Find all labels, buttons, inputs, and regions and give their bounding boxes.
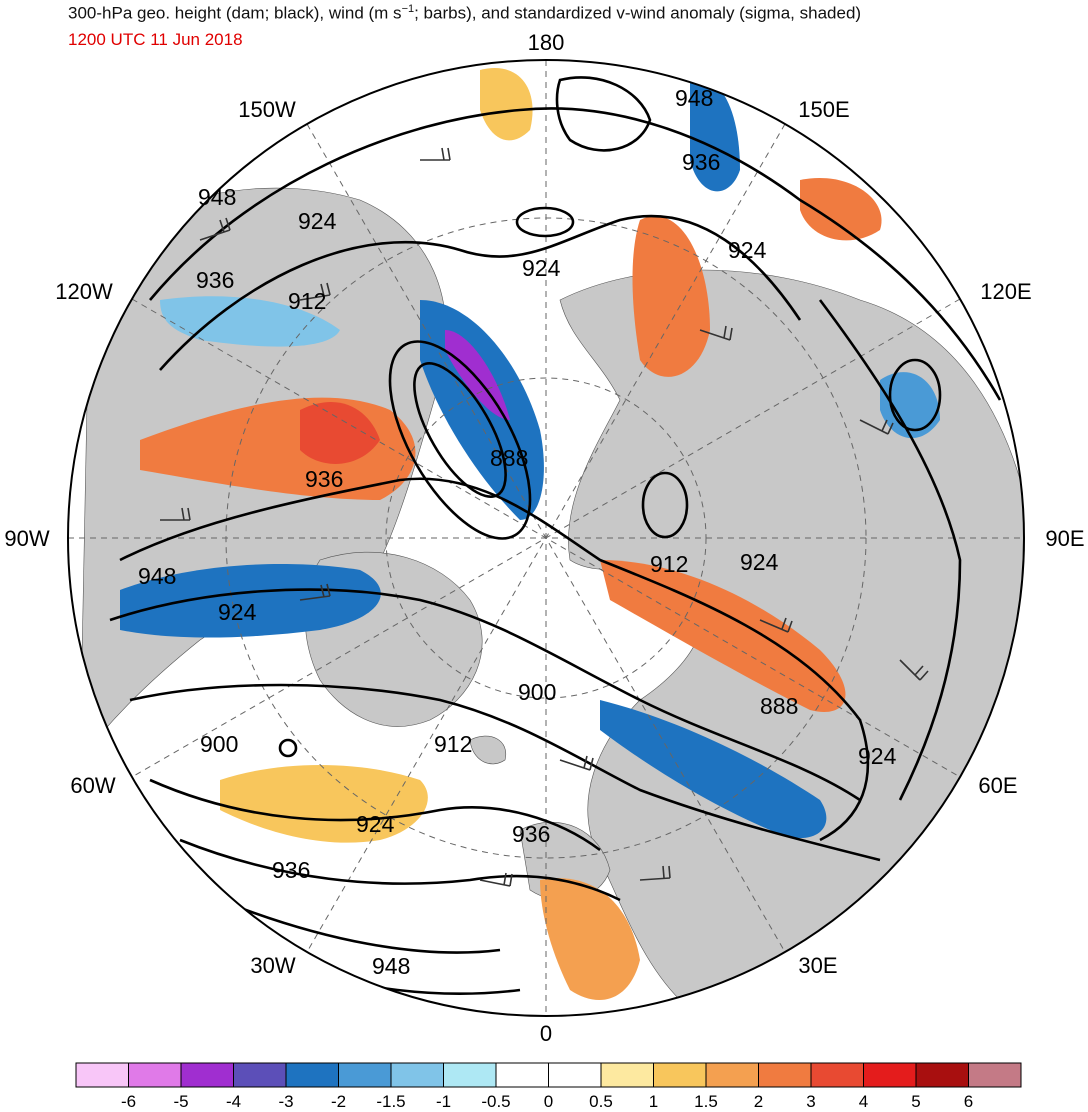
- height-contours: [109, 76, 1002, 996]
- map-disk: [68, 60, 1024, 1016]
- lon-label-60w: 60W: [70, 773, 115, 798]
- colorbar-tick-label: 6: [964, 1092, 973, 1111]
- colorbar-swatch: [285, 1062, 339, 1088]
- lon-label-90w: 90W: [4, 526, 49, 551]
- contour-label: 924: [522, 255, 561, 281]
- contour-label: 936: [196, 267, 234, 293]
- colorbar-tick-label: 4: [859, 1092, 868, 1111]
- colorbar-tick-label: -0.5: [481, 1092, 510, 1111]
- lon-label-30e: 30E: [798, 953, 837, 978]
- colorbar-tick-label: 0.5: [589, 1092, 613, 1111]
- colorbar-tick-label: 3: [806, 1092, 815, 1111]
- colorbar-tick-label: 1.5: [694, 1092, 718, 1111]
- colorbar-tick-label: -1.5: [376, 1092, 405, 1111]
- colorbar-swatch: [75, 1062, 129, 1088]
- colorbar: -6 -5 -4 -3 -2 -1.5 -1 -0.5 0 0.5 1 1.5 2 3 4 5 6: [75, 1062, 1022, 1111]
- contour-label: 924: [858, 743, 897, 769]
- lon-label-90e: 90E: [1045, 526, 1084, 551]
- contour-label: 924: [218, 599, 257, 625]
- colorbar-swatch: [180, 1062, 234, 1088]
- colorbar-swatch: [810, 1062, 864, 1088]
- contour-label: 924: [356, 811, 395, 837]
- lon-label-120w: 120W: [55, 279, 113, 304]
- colorbar-tick-label: -1: [436, 1092, 451, 1111]
- longitude-labels: 180 150E 120E 90E 60E 30E 0 30W 60W 90W …: [4, 30, 1084, 1046]
- anomaly-shading: [120, 68, 940, 1000]
- contour-label: 948: [138, 563, 176, 589]
- contour-label: 912: [650, 551, 688, 577]
- contour-label: 948: [198, 184, 236, 210]
- contour-label: 900: [200, 731, 238, 757]
- lon-label-150w: 150W: [238, 97, 296, 122]
- chart-title: 300-hPa geo. height (dam; black), wind (…: [68, 3, 862, 23]
- lon-label-30w: 30W: [250, 953, 295, 978]
- contour-label: 912: [288, 288, 326, 314]
- colorbar-swatch: [233, 1062, 287, 1088]
- colorbar-swatch: [705, 1062, 759, 1088]
- colorbar-swatch: [968, 1062, 1022, 1088]
- colorbar-tick-label: 0: [544, 1092, 553, 1111]
- map-boundary: [67, 59, 1025, 1017]
- contour-label: 936: [682, 149, 720, 175]
- contour-label: 924: [740, 549, 779, 575]
- contour-label: 948: [372, 953, 410, 979]
- contour-label: 888: [490, 445, 528, 471]
- colorbar-tick-label: -3: [278, 1092, 293, 1111]
- lon-label-150e: 150E: [798, 97, 849, 122]
- contour-label: 912: [434, 731, 472, 757]
- lon-label-60e: 60E: [978, 773, 1017, 798]
- contour-labels: 948 936 924 948 924 936 912 924 888 936 …: [138, 85, 897, 979]
- colorbar-tick-label: -5: [173, 1092, 188, 1111]
- colorbar-swatch: [915, 1062, 969, 1088]
- colorbar-tick-label: -6: [121, 1092, 136, 1111]
- colorbar-tick-label: -2: [331, 1092, 346, 1111]
- colorbar-tick-label: 1: [649, 1092, 658, 1111]
- contour-label: 936: [305, 466, 343, 492]
- lon-label-120e: 120E: [980, 279, 1031, 304]
- colorbar-swatch: [653, 1062, 707, 1088]
- graticule: [68, 60, 1024, 1016]
- contour-label: 888: [760, 693, 798, 719]
- colorbar-swatch: [495, 1062, 549, 1088]
- wind-barbs: [160, 147, 929, 887]
- contour-label: 936: [272, 857, 310, 883]
- colorbar-tick-label: 2: [754, 1092, 763, 1111]
- colorbar-swatch: [600, 1062, 654, 1088]
- colorbar-swatch: [338, 1062, 392, 1088]
- colorbar-swatch: [390, 1062, 444, 1088]
- colorbar-swatch: [443, 1062, 497, 1088]
- contour-label: 936: [512, 821, 550, 847]
- colorbar-swatch: [863, 1062, 917, 1088]
- contour-label: 900: [518, 679, 556, 705]
- contour-label: 924: [298, 208, 337, 234]
- lon-label-180: 180: [528, 30, 565, 55]
- valid-time: 1200 UTC 11 Jun 2018: [68, 30, 243, 49]
- colorbar-tick-label: 5: [911, 1092, 920, 1111]
- colorbar-swatch: [128, 1062, 182, 1088]
- colorbar-tick-label: -4: [226, 1092, 241, 1111]
- contour-label: 924: [728, 237, 767, 263]
- colorbar-swatch: [758, 1062, 812, 1088]
- colorbar-swatch: [548, 1062, 602, 1088]
- contour-label: 948: [675, 85, 713, 111]
- lon-label-0: 0: [540, 1021, 552, 1046]
